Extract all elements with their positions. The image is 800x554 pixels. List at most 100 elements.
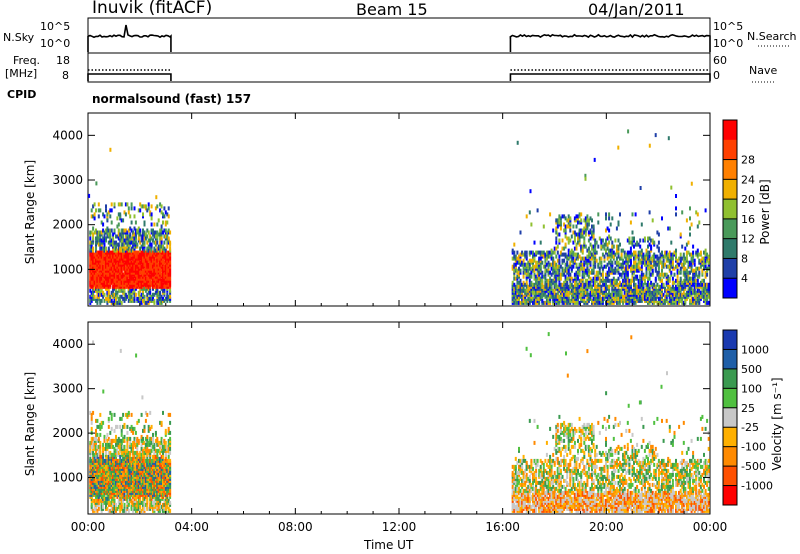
velocity-cell <box>107 454 110 459</box>
velocity-cell <box>126 448 129 453</box>
power-cell <box>522 262 525 267</box>
power-cell <box>685 242 688 247</box>
power-cell <box>695 250 698 255</box>
power-cell <box>569 298 572 303</box>
power-cell <box>636 262 639 267</box>
power-cell <box>685 218 688 223</box>
velocity-cell <box>127 498 130 503</box>
power-cell <box>516 274 519 279</box>
velocity-cell <box>96 424 99 429</box>
power-cell <box>609 278 612 283</box>
power-cell <box>605 264 607 269</box>
power-cell <box>549 262 552 267</box>
power-cell <box>626 238 629 243</box>
power-cell <box>144 204 147 209</box>
power-cell <box>670 286 673 291</box>
power-cell <box>147 278 150 283</box>
power-cell <box>584 173 587 178</box>
velocity-cell <box>110 416 113 421</box>
power-cell <box>668 290 671 295</box>
power-cell <box>578 220 581 225</box>
power-cell <box>654 278 657 283</box>
power-cell <box>573 296 576 301</box>
power-cell <box>685 256 688 261</box>
power-cell <box>653 252 656 257</box>
power-cell <box>558 272 561 277</box>
power-cell <box>706 296 709 301</box>
velocity-cell <box>97 424 100 429</box>
power-cell <box>524 282 527 287</box>
power-cell <box>163 264 166 269</box>
power-cell <box>584 224 587 229</box>
velocity-cell <box>113 504 116 509</box>
power-cell <box>622 296 625 301</box>
power-cell <box>662 254 665 259</box>
velocity-cell <box>96 452 99 457</box>
power-cell <box>90 254 93 259</box>
velocity-cell <box>127 464 130 469</box>
power-cell <box>119 246 122 251</box>
power-cell <box>595 270 598 275</box>
power-cell <box>629 250 632 255</box>
velocity-cell <box>90 444 93 449</box>
power-cell <box>136 228 139 233</box>
power-cell <box>706 266 709 271</box>
power-cell <box>558 232 561 237</box>
power-cell <box>157 290 160 295</box>
power-cell <box>572 284 575 289</box>
power-cell <box>597 244 600 249</box>
power-cell <box>519 300 522 305</box>
power-cell <box>140 234 143 239</box>
velocity-cell <box>142 458 144 463</box>
nsky-trace <box>87 24 711 52</box>
velocity-cell <box>102 458 105 463</box>
power-cell <box>514 300 517 305</box>
velocity-cell <box>110 412 113 417</box>
power-cell <box>147 206 150 211</box>
velocity-cell <box>105 446 107 451</box>
power-cell <box>120 218 123 223</box>
power-cell <box>589 228 592 233</box>
power-cell <box>584 286 587 291</box>
power-cell <box>134 240 137 245</box>
power-cell <box>606 236 609 241</box>
power-cell <box>676 258 679 263</box>
power-cell <box>567 284 570 289</box>
velocity-cell <box>142 500 144 505</box>
velocity-cell <box>142 472 144 477</box>
power-cell <box>577 274 579 279</box>
power-cell <box>550 272 553 277</box>
power-cell <box>120 288 123 293</box>
power-cell <box>572 298 575 303</box>
power-cell <box>636 240 639 245</box>
velocity-cell <box>102 442 105 447</box>
power-cell <box>123 242 126 247</box>
power-cell <box>584 260 587 265</box>
velocity-cell <box>103 496 106 501</box>
power-cell <box>629 266 632 271</box>
power-cell <box>160 228 163 233</box>
power-cell <box>609 266 612 271</box>
power-cell <box>544 300 547 305</box>
power-cell <box>153 222 156 227</box>
power-cell <box>689 260 691 265</box>
power-cell <box>154 230 157 235</box>
power-cell <box>555 218 558 223</box>
velocity-cell <box>95 428 97 433</box>
power-cell <box>623 250 626 255</box>
power-cell <box>102 250 105 255</box>
power-cell <box>539 282 542 287</box>
power-cell <box>586 262 589 267</box>
power-cell <box>93 258 96 263</box>
power-cell <box>559 276 562 281</box>
power-cell <box>137 226 140 231</box>
velocity-cell <box>93 508 96 513</box>
power-cell <box>516 256 519 261</box>
power-cell <box>648 282 651 287</box>
power-cell <box>645 296 648 301</box>
velocity-cell <box>119 442 122 447</box>
power-cell <box>587 292 590 297</box>
power-cell <box>611 216 614 221</box>
power-cell <box>113 278 116 283</box>
power-cell <box>695 282 698 287</box>
